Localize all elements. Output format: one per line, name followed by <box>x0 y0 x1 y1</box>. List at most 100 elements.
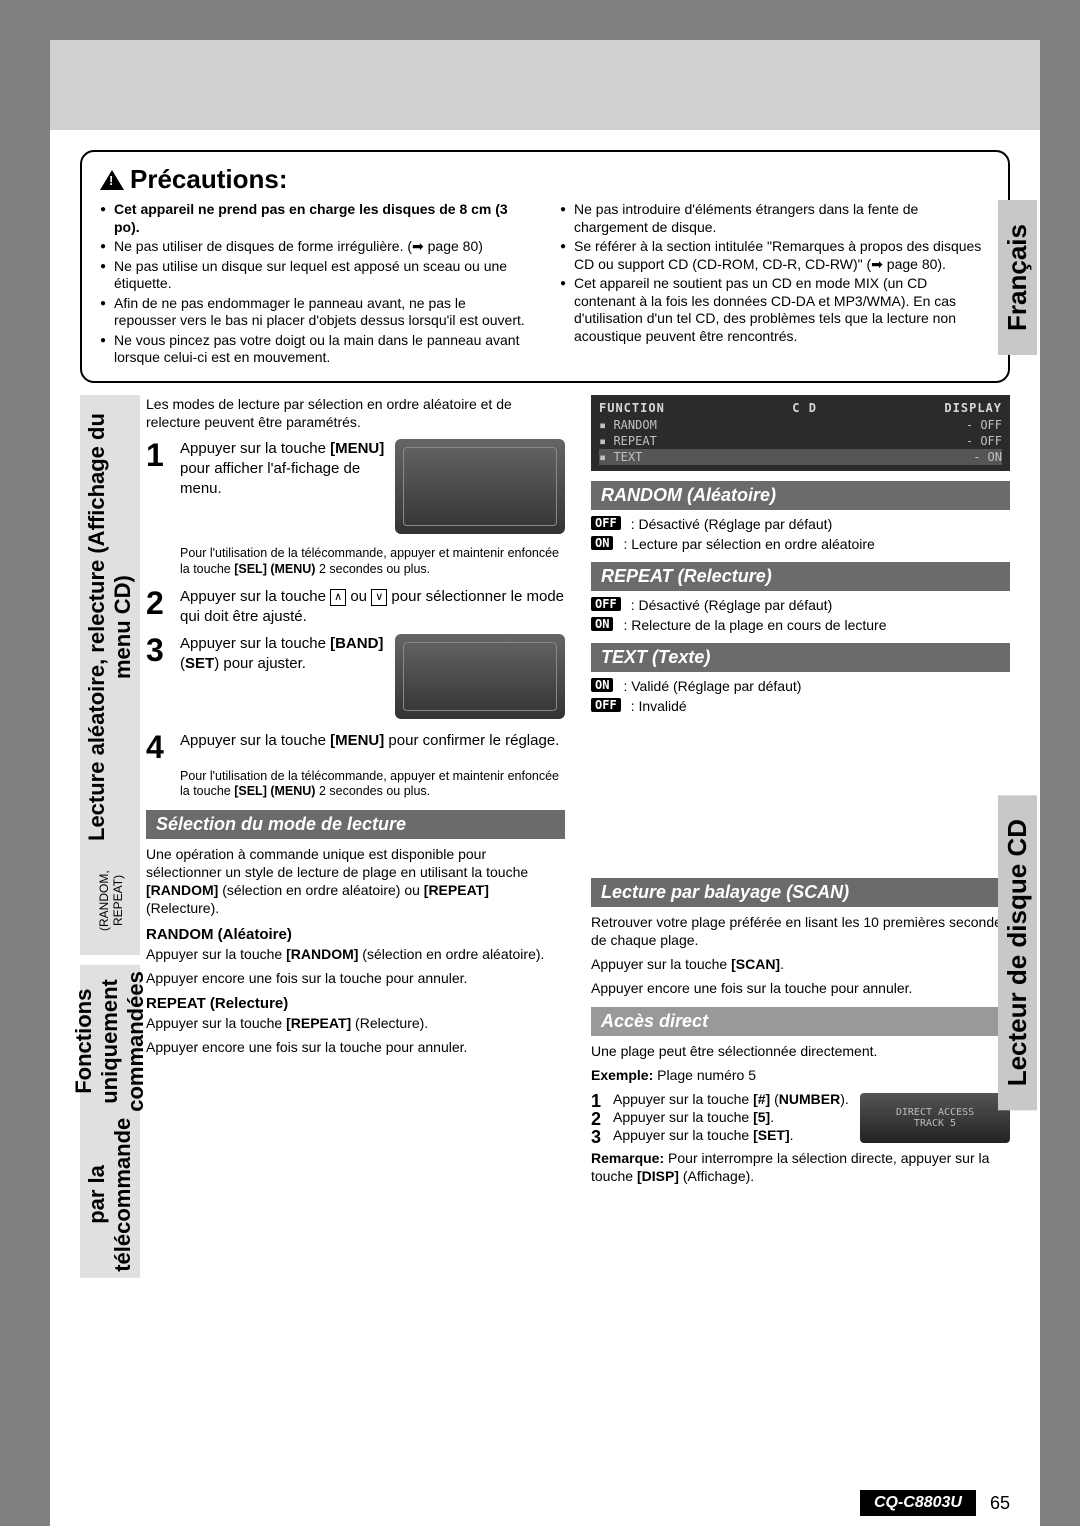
step-4-note: Pour l'utilisation de la télécommande, a… <box>180 769 565 800</box>
opt-badge: OFF <box>591 698 621 712</box>
lcd-row: ▪ RANDOM - OFF <box>599 417 1002 433</box>
precautions-box: Précautions: Cet appareil ne prend pas e… <box>80 150 1010 383</box>
lcd-function: FUNCTION <box>599 401 665 415</box>
device-image <box>395 634 565 719</box>
prec-item: Ne vous pincez pas votre doigt ou la mai… <box>100 332 530 367</box>
section-scan: Lecture par balayage (SCAN) <box>591 878 1010 907</box>
tab-language: Français <box>998 200 1037 355</box>
direct-step: Appuyer sur la touche [#] (NUMBER). <box>591 1091 1010 1107</box>
precautions-title: Précautions: <box>100 164 990 195</box>
step-body: Appuyer sur la touche [BAND] (SET) pour … <box>180 634 565 725</box>
right-column: FUNCTION C D DISPLAY ▪ RANDOM - OFF ▪ REP… <box>581 395 1010 1278</box>
lcd-key: ▪ REPEAT <box>599 434 657 448</box>
device-image <box>395 439 565 534</box>
step-body: Appuyer sur la touche [MENU] pour confir… <box>180 731 565 763</box>
repeat-subheader: REPEAT (Relecture) <box>146 995 565 1012</box>
direct-note: Remarque: Pour interrompre la sélection … <box>591 1149 1010 1185</box>
prec-text: Cet appareil ne prend pas en charge les … <box>114 201 508 235</box>
section-repeat: REPEAT (Relecture) <box>591 562 1010 591</box>
right-tabs: Français Lecteur de disque CD <box>998 200 1040 1110</box>
opt-badge: ON <box>591 617 613 631</box>
lcd-display-label: DISPLAY <box>944 401 1002 415</box>
side-label-top: (RANDOM, REPEAT) Lecture aléatoire, rele… <box>80 395 140 955</box>
opt-row: OFF : Invalidé <box>591 698 1010 714</box>
prec-item: Afin de ne pas endommager le panneau ava… <box>100 295 530 330</box>
lcd-display: FUNCTION C D DISPLAY ▪ RANDOM - OFF ▪ REP… <box>591 395 1010 471</box>
opt-text: : Désactivé (Réglage par défaut) <box>631 516 833 532</box>
direct-p1: Une plage peut être sélectionnée directe… <box>591 1042 1010 1060</box>
section-random: RANDOM (Aléatoire) <box>591 481 1010 510</box>
opt-text: : Invalidé <box>631 698 687 714</box>
side-label-bottom: par la télécommande Fonctions uniquement… <box>80 965 140 1278</box>
opt-text: : Désactivé (Réglage par défaut) <box>631 597 833 613</box>
opt-row: OFF : Désactivé (Réglage par défaut) <box>591 597 1010 613</box>
repeat-p2: Appuyer encore une fois sur la touche po… <box>146 1038 565 1056</box>
lcd-top: FUNCTION C D DISPLAY <box>599 401 1002 415</box>
sel-mode-para: Une opération à commande unique est disp… <box>146 845 565 918</box>
step-1-note: Pour l'utilisation de la télécommande, a… <box>180 546 565 577</box>
prec-item: Se référer à la section intitulée "Remar… <box>560 238 990 273</box>
opt-text: : Validé (Réglage par défaut) <box>623 678 801 694</box>
step-num: 3 <box>146 634 172 725</box>
step-num: 4 <box>146 731 172 763</box>
opt-badge: ON <box>591 536 613 550</box>
lcd-val: - OFF <box>966 418 1002 432</box>
model-badge: CQ-C8803U <box>860 1490 976 1516</box>
side-label-bot-1: Fonctions uniquement commandées <box>71 971 149 1112</box>
random-subheader: RANDOM (Aléatoire) <box>146 926 565 943</box>
prec-item: Ne pas introduire d'éléments étrangers d… <box>560 201 990 236</box>
lcd-key: ▪ TEXT <box>599 450 642 464</box>
page-number: 65 <box>990 1493 1010 1514</box>
section-text: TEXT (Texte) <box>591 643 1010 672</box>
step-4: 4 Appuyer sur la touche [MENU] pour conf… <box>146 731 565 763</box>
lcd-key: ▪ RANDOM <box>599 418 657 432</box>
side-label-top-sub: (RANDOM, REPEAT) <box>97 852 125 949</box>
direct-example: Exemple: Plage numéro 5 <box>591 1066 1010 1084</box>
lcd-row: ▪ TEXT- ON <box>599 449 1002 465</box>
lcd-row: ▪ REPEAT - OFF <box>599 433 1002 449</box>
lcd-val: - OFF <box>966 434 1002 448</box>
footer: CQ-C8803U 65 <box>860 1490 1010 1516</box>
step-1: 1 Appuyer sur la touche [MENU] pour affi… <box>146 439 565 540</box>
precautions-columns: Cet appareil ne prend pas en charge les … <box>100 201 990 369</box>
step-num: 1 <box>146 439 172 540</box>
opt-badge: OFF <box>591 597 621 611</box>
opt-badge: ON <box>591 678 613 692</box>
top-gray-bar <box>50 40 1040 130</box>
direct-step: Appuyer sur la touche [5]. <box>591 1109 1010 1125</box>
page: Précautions: Cet appareil ne prend pas e… <box>50 130 1040 1526</box>
tab-cd-player: Lecteur de disque CD <box>998 795 1037 1110</box>
left-column: Les modes de lecture par sélection en or… <box>146 395 575 1278</box>
main-columns: (RANDOM, REPEAT) Lecture aléatoire, rele… <box>80 395 1010 1278</box>
opt-row: ON : Relecture de la plage en cours de le… <box>591 617 1010 633</box>
lcd-cd: C D <box>792 401 817 415</box>
step-num: 2 <box>146 587 172 628</box>
opt-row: ON : Validé (Réglage par défaut) <box>591 678 1010 694</box>
opt-row: ON : Lecture par sélection en ordre aléat… <box>591 536 1010 552</box>
scan-p3: Appuyer encore une fois sur la touche po… <box>591 979 1010 997</box>
opt-badge: OFF <box>591 516 621 530</box>
intro-text: Les modes de lecture par sélection en or… <box>146 395 565 431</box>
step-body: Appuyer sur la touche [MENU] pour affich… <box>180 439 565 540</box>
precautions-right: Ne pas introduire d'éléments étrangers d… <box>560 201 990 369</box>
side-labels: (RANDOM, REPEAT) Lecture aléatoire, rele… <box>80 395 140 1278</box>
step-body: Appuyer sur la touche ∧ ou ∨ pour sélect… <box>180 587 565 628</box>
side-label-top-text: Lecture aléatoire, relecture (Affichage … <box>84 401 136 852</box>
prec-item: Cet appareil ne soutient pas un CD en mo… <box>560 275 990 345</box>
opt-text: : Relecture de la plage en cours de lect… <box>623 617 886 633</box>
warning-icon <box>100 170 124 190</box>
opt-text: : Lecture par sélection en ordre aléatoi… <box>623 536 874 552</box>
direct-steps: Appuyer sur la touche [#] (NUMBER). Appu… <box>591 1091 1010 1143</box>
precautions-title-text: Précautions: <box>130 164 288 195</box>
section-direct: Accès direct <box>591 1007 1010 1036</box>
prec-item: Cet appareil ne prend pas en charge les … <box>100 201 530 236</box>
prec-item: Ne pas utiliser de disques de forme irré… <box>100 238 530 256</box>
prec-item: Ne pas utilise un disque sur lequel est … <box>100 258 530 293</box>
random-p1: Appuyer sur la touche [RANDOM] (sélectio… <box>146 945 565 963</box>
section-selection-mode: Sélection du mode de lecture <box>146 810 565 839</box>
step-2: 2 Appuyer sur la touche ∧ ou ∨ pour séle… <box>146 587 565 628</box>
repeat-p1: Appuyer sur la touche [REPEAT] (Relectur… <box>146 1014 565 1032</box>
step-3: 3 Appuyer sur la touche [BAND] (SET) pou… <box>146 634 565 725</box>
scan-p2: Appuyer sur la touche [SCAN]. <box>591 955 1010 973</box>
direct-step: Appuyer sur la touche [SET]. <box>591 1127 1010 1143</box>
